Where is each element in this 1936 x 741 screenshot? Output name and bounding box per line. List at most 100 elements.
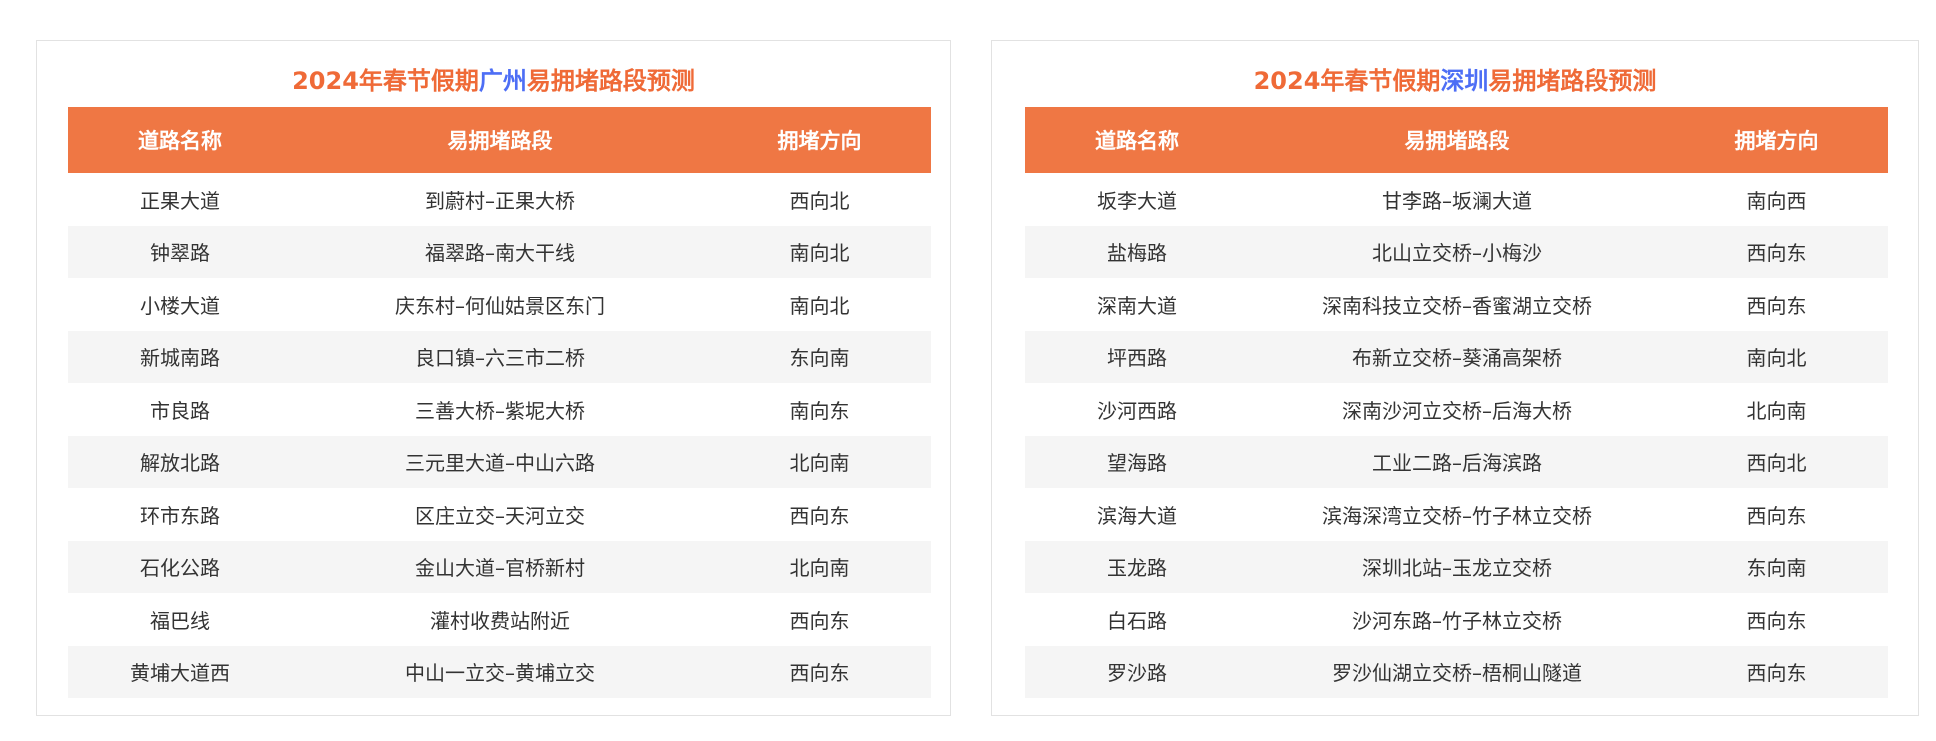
road-name-cell: 钟翠路 [68,225,292,278]
road-name-cell: 罗沙路 [1025,645,1249,698]
table-row: 市良路 三善大桥–紫坭大桥 南向东 [68,383,931,436]
header-row: 道路名称 易拥堵路段 拥堵方向 [68,107,931,173]
segment-cell: 三善大桥–紫坭大桥 [415,398,585,423]
congestion-table: 道路名称 易拥堵路段 拥堵方向坂李大道 甘李路–坂澜大道 南向西盐梅路 北山立交桥–小梅沙… [1025,107,1888,698]
table-title: 2024年春节假期深圳易拥堵路段预测 [992,61,1918,96]
segment-cell: 到蔚村–正果大桥 [425,188,575,213]
segment-cell: 庆东村–何仙姑景区东门 [395,293,605,318]
direction-cell: 南向北 [789,293,850,318]
segment-cell: 沙河东路–竹子林立交桥 [1352,608,1562,633]
direction-cell: 西向东 [1746,293,1807,318]
table-row: 盐梅路 北山立交桥–小梅沙 西向东 [1025,225,1888,278]
segment-cell: 金山大道–官桥新村 [292,540,708,593]
table-row: 石化公路 金山大道–官桥新村 北向南 [68,540,931,593]
segment-cell: 深圳北站–玉龙立交桥 [1249,540,1665,593]
title-suffix: 易拥堵路段预测 [526,67,695,95]
table-row: 小楼大道 庆东村–何仙姑景区东门 南向北 [68,278,931,331]
table-row: 新城南路 良口镇–六三市二桥 东向南 [68,330,931,383]
road-name-cell: 黄埔大道西 [68,645,292,698]
road-name-cell: 小楼大道 [140,293,220,318]
table-row: 福巴线 灌村收费站附近 西向东 [68,593,931,646]
table-row: 深南大道 深南科技立交桥–香蜜湖立交桥 西向东 [1025,278,1888,331]
road-name-cell: 望海路 [1025,435,1249,488]
direction-cell: 南向北 [1665,330,1888,383]
segment-cell: 三元里大道–中山六路 [292,435,708,488]
road-name-cell: 市良路 [150,398,210,423]
direction-cell: 北向南 [1746,398,1807,423]
road-name-cell: 福巴线 [150,608,210,633]
road-name-cell: 新城南路 [68,330,292,383]
segment-cell: 滨海深湾立交桥–竹子林立交桥 [1322,503,1592,528]
table-row: 解放北路 三元里大道–中山六路 北向南 [68,435,931,488]
title-city: 广州 [478,67,527,95]
table-row: 坂李大道 甘李路–坂澜大道 南向西 [1025,173,1888,226]
road-name-cell: 坪西路 [1025,330,1249,383]
table-row: 望海路 工业二路–后海滨路 西向北 [1025,435,1888,488]
table-row: 正果大道 到蔚村–正果大桥 西向北 [68,173,931,226]
direction-cell: 南向西 [1746,188,1807,213]
shenzhen-panel: 2024年春节假期深圳易拥堵路段预测道路名称 易拥堵路段 拥堵方向坂李大道 甘李路–坂… [991,40,1919,716]
table-row: 坪西路 布新立交桥–葵涌高架桥 南向北 [1025,330,1888,383]
table-row: 罗沙路 罗沙仙湖立交桥–梧桐山隧道 西向东 [1025,645,1888,698]
table-row: 黄埔大道西 中山一立交–黄埔立交 西向东 [68,645,931,698]
title-city: 深圳 [1440,67,1489,95]
road-name-cell: 滨海大道 [1097,503,1177,528]
segment-cell: 北山立交桥–小梅沙 [1249,225,1665,278]
road-name-cell: 解放北路 [68,435,292,488]
road-name-cell: 盐梅路 [1025,225,1249,278]
road-name-cell: 石化公路 [68,540,292,593]
guangzhou-panel: 2024年春节假期广州易拥堵路段预测道路名称 易拥堵路段 拥堵方向正果大道 到蔚村–正… [36,40,951,716]
direction-cell: 西向东 [1665,645,1888,698]
direction-cell: 西向东 [789,503,850,528]
road-name-cell: 正果大道 [140,188,220,213]
road-name-cell: 深南大道 [1097,293,1177,318]
direction-cell: 南向北 [708,225,931,278]
direction-cell: 西向东 [1665,225,1888,278]
column-header: 道路名称 [1025,107,1249,173]
direction-cell: 西向东 [1746,608,1807,633]
road-name-cell: 沙河西路 [1097,398,1177,423]
direction-cell: 西向东 [708,645,931,698]
segment-cell: 罗沙仙湖立交桥–梧桐山隧道 [1249,645,1665,698]
header-row: 道路名称 易拥堵路段 拥堵方向 [1025,107,1888,173]
column-header: 易拥堵路段 [1249,107,1665,173]
table-title: 2024年春节假期广州易拥堵路段预测 [37,61,950,96]
column-header: 拥堵方向 [708,107,931,173]
table-row: 玉龙路 深圳北站–玉龙立交桥 东向南 [1025,540,1888,593]
direction-cell: 东向南 [708,330,931,383]
column-header: 拥堵方向 [1665,107,1888,173]
column-header: 易拥堵路段 [292,107,708,173]
table-row: 沙河西路 深南沙河立交桥–后海大桥 北向南 [1025,383,1888,436]
title-prefix: 2024年春节假期 [292,67,479,95]
title-prefix: 2024年春节假期 [1253,67,1441,95]
table-row: 环市东路 区庄立交–天河立交 西向东 [68,488,931,541]
direction-cell: 北向南 [708,540,931,593]
segment-cell: 工业二路–后海滨路 [1249,435,1665,488]
road-name-cell: 环市东路 [140,503,220,528]
direction-cell: 西向东 [1746,503,1807,528]
column-header: 道路名称 [68,107,292,173]
segment-cell: 灌村收费站附近 [430,608,570,633]
segment-cell: 中山一立交–黄埔立交 [292,645,708,698]
segment-cell: 布新立交桥–葵涌高架桥 [1249,330,1665,383]
direction-cell: 北向南 [708,435,931,488]
table-row: 钟翠路 福翠路–南大干线 南向北 [68,225,931,278]
road-name-cell: 玉龙路 [1025,540,1249,593]
segment-cell: 良口镇–六三市二桥 [292,330,708,383]
table-row: 滨海大道 滨海深湾立交桥–竹子林立交桥 西向东 [1025,488,1888,541]
segment-cell: 深南沙河立交桥–后海大桥 [1342,398,1572,423]
direction-cell: 南向东 [789,398,850,423]
segment-cell: 深南科技立交桥–香蜜湖立交桥 [1322,293,1592,318]
direction-cell: 西向北 [789,188,850,213]
table-row: 白石路 沙河东路–竹子林立交桥 西向东 [1025,593,1888,646]
segment-cell: 区庄立交–天河立交 [415,503,585,528]
road-name-cell: 坂李大道 [1097,188,1177,213]
congestion-table: 道路名称 易拥堵路段 拥堵方向 正果大道 到蔚村–正果大桥 西向北 钟翠路 福翠路–南大干线南… [68,107,931,698]
title-suffix: 易拥堵路段预测 [1488,67,1657,95]
direction-cell: 西向北 [1665,435,1888,488]
segment-cell: 甘李路–坂澜大道 [1382,188,1532,213]
direction-cell: 西向东 [789,608,850,633]
road-name-cell: 白石路 [1107,608,1167,633]
segment-cell: 福翠路–南大干线 [292,225,708,278]
direction-cell: 东向南 [1665,540,1888,593]
